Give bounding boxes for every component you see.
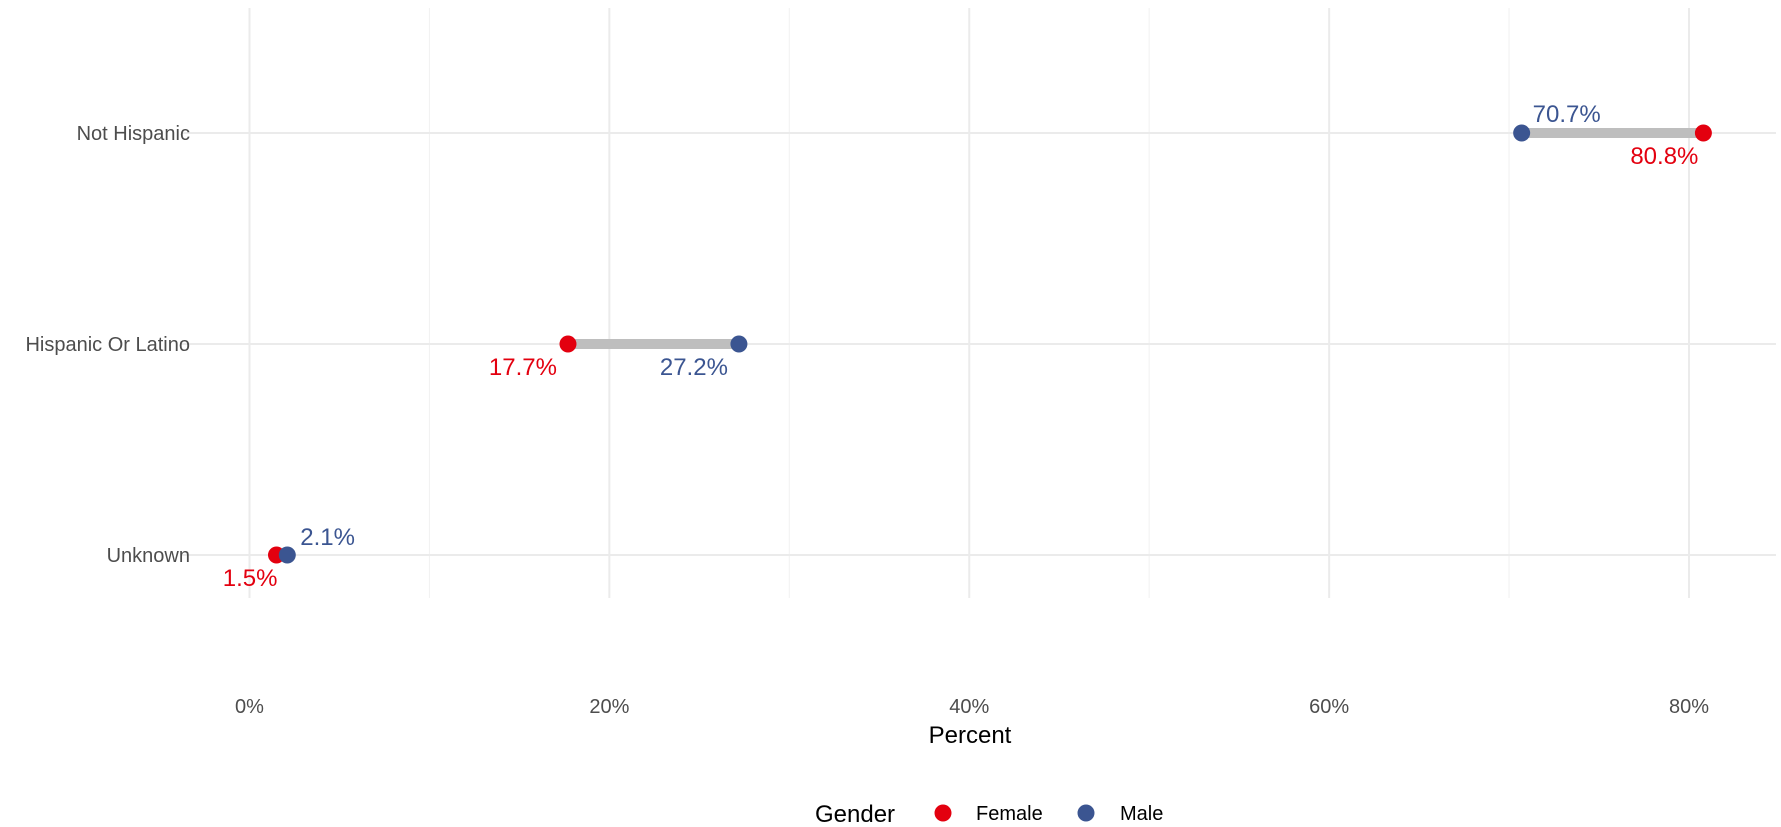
y-axis-tick-labels: Not Hispanic Hispanic Or Latino Unknown [25,123,190,567]
y-tick-label: Unknown [107,545,190,567]
point-layer [267,124,1712,564]
data-label-layer: 80.8% 17.7% 1.5% 70.7% 27.2% 2.1% [223,101,1699,592]
x-tick-label: 20% [589,696,629,718]
legend: Gender Female Male [815,801,1163,827]
x-tick-label: 80% [1669,696,1709,718]
male-value-label: 2.1% [300,524,355,551]
female-point [559,335,577,353]
female-legend-label: Female [976,803,1043,825]
x-axis-title: Percent [929,722,1012,749]
male-point [1513,124,1531,142]
female-value-label: 17.7% [489,354,557,381]
x-tick-label: 40% [949,696,989,718]
female-value-label: 80.8% [1630,143,1698,170]
legend-title: Gender [815,801,895,827]
x-tick-label: 0% [235,696,264,718]
legend-items: Female Male [934,803,1163,825]
male-point [278,546,296,564]
y-tick-label: Not Hispanic [77,123,190,145]
female-legend-key [934,804,952,822]
female-point [1694,124,1712,142]
x-axis-tick-labels: 0% 20% 40% 60% 80% [235,696,1709,718]
male-point [730,335,748,353]
male-value-label: 27.2% [660,354,728,381]
female-value-label: 1.5% [223,565,278,592]
grid-layer [182,8,1776,598]
male-value-label: 70.7% [1533,101,1601,128]
x-tick-label: 60% [1309,696,1349,718]
male-legend-key [1077,804,1095,822]
y-tick-label: Hispanic Or Latino [25,334,190,356]
male-legend-label: Male [1120,803,1163,825]
